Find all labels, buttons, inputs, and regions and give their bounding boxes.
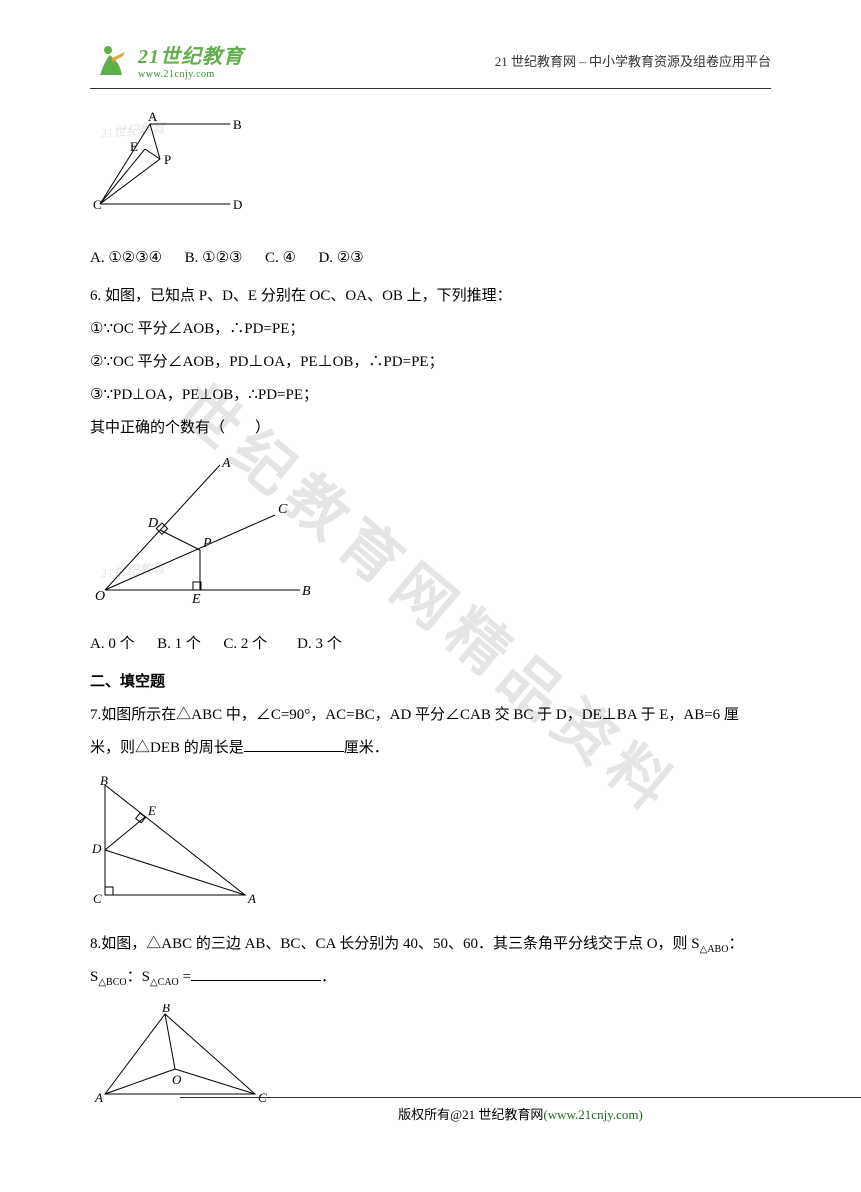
q6-line3: ③∵PD⊥OA，PE⊥OB，∴PD=PE； xyxy=(90,379,771,412)
svg-text:A: A xyxy=(148,109,158,124)
svg-text:D: D xyxy=(147,516,158,531)
svg-text:E: E xyxy=(147,803,156,818)
svg-text:E: E xyxy=(191,592,201,605)
q8-stem: 8.如图，△ABC 的三边 AB、BC、CA 长分别为 40、50、60．其三条… xyxy=(90,928,771,961)
section-2-title: 二、填空题 xyxy=(90,666,771,699)
q6-opt-b: B. 1 个 xyxy=(157,636,201,652)
logo-area: 21世纪教育 www.21cnjy.com xyxy=(90,40,244,80)
svg-text:B: B xyxy=(100,775,108,788)
footer-text: 版权所有@21 世纪教育网 xyxy=(398,1107,543,1122)
figure-q7: B C A D E xyxy=(90,775,771,918)
figure-q6: O A B C D E P xyxy=(90,455,771,618)
svg-text:C: C xyxy=(93,891,102,905)
figure-q5: A B C D E P xyxy=(90,109,771,232)
svg-text:D: D xyxy=(233,197,242,212)
q5-opt-d: D. ②③ xyxy=(318,250,363,266)
svg-text:B: B xyxy=(162,1004,170,1015)
q7-stem: 7.如图所示在△ABC 中，∠C=90°，AC=BC，AD 平分∠CAB 交 B… xyxy=(90,699,771,732)
q6-opt-d: D. 3 个 xyxy=(297,636,342,652)
svg-text:P: P xyxy=(164,152,171,167)
q6-options: A. 0 个 B. 1 个 C. 2 个 D. 3 个 xyxy=(90,628,771,661)
q5-opt-c: C. ④ xyxy=(265,250,296,266)
q8-blank[interactable] xyxy=(191,966,321,981)
svg-text:D: D xyxy=(91,841,102,856)
q8-stem-2: S△BCO：S△CAO =． xyxy=(90,961,771,994)
svg-text:B: B xyxy=(233,117,242,132)
q6-opt-c: C. 2 个 xyxy=(223,636,267,652)
logo-sub-text: www.21cnjy.com xyxy=(138,69,244,80)
svg-text:C: C xyxy=(93,197,102,212)
page-footer: 版权所有@21 世纪教育网(www.21cnjy.com) xyxy=(180,1097,861,1123)
svg-text:C: C xyxy=(278,502,288,517)
svg-text:A: A xyxy=(221,456,231,471)
svg-text:A: A xyxy=(247,891,256,905)
q6-line1: ①∵OC 平分∠AOB，∴PD=PE； xyxy=(90,313,771,346)
q6-stem: 6. 如图，已知点 P、D、E 分别在 OC、OA、OB 上，下列推理： xyxy=(90,280,771,313)
svg-text:O: O xyxy=(172,1072,182,1087)
svg-text:B: B xyxy=(302,584,310,599)
svg-text:A: A xyxy=(94,1090,103,1104)
logo-main-text: 21世纪教育 xyxy=(138,40,244,69)
svg-text:O: O xyxy=(95,589,105,604)
header-right-text: 21 世纪教育网 – 中小学教育资源及组卷应用平台 xyxy=(495,51,771,70)
q6-line2: ②∵OC 平分∠AOB，PD⊥OA，PE⊥OB，∴PD=PE； xyxy=(90,346,771,379)
q7-stem-2: 米，则△DEB 的周长是厘米． xyxy=(90,732,771,765)
footer-link[interactable]: (www.21cnjy.com) xyxy=(543,1107,642,1122)
content-body: A B C D E P A. ①②③④ B. ①②③ C. ④ D. ②③ 6.… xyxy=(90,109,771,1117)
svg-text:E: E xyxy=(130,139,138,154)
q5-options: A. ①②③④ B. ①②③ C. ④ D. ②③ xyxy=(90,242,771,275)
svg-text:P: P xyxy=(202,536,212,551)
q5-opt-b: B. ①②③ xyxy=(185,250,243,266)
page-header: 21世纪教育 www.21cnjy.com 21 世纪教育网 – 中小学教育资源… xyxy=(90,40,771,89)
q5-opt-a: A. ①②③④ xyxy=(90,250,162,266)
q7-blank[interactable] xyxy=(244,737,344,752)
logo-icon xyxy=(90,40,130,80)
q6-line4: 其中正确的个数有（ ） xyxy=(90,412,771,445)
q6-opt-a: A. 0 个 xyxy=(90,636,135,652)
